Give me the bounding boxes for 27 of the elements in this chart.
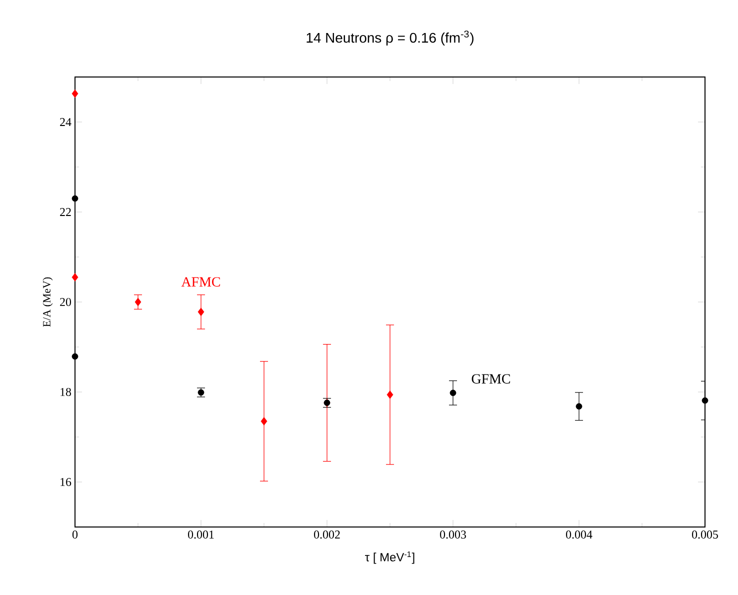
y-tick-label: 20	[60, 298, 72, 306]
point	[576, 403, 582, 410]
x-tick-label: 0.004	[566, 530, 592, 539]
x-tick-label: 0	[72, 530, 78, 539]
y-tick-label: 18	[60, 388, 72, 396]
x-tick-label: 0.005	[692, 530, 718, 539]
y-tick-label: 22	[60, 208, 71, 216]
y-tick-label: 24	[60, 118, 72, 126]
chart-title: 14 Neutrons ρ = 0.16 (fm$^{-3}$)	[306, 30, 474, 46]
point	[72, 353, 78, 360]
point	[72, 195, 78, 202]
point	[260, 417, 268, 426]
point	[72, 273, 78, 282]
series-label: AFMC	[181, 277, 220, 287]
y-axis-title: E/A (MeV)	[42, 277, 53, 327]
point	[72, 89, 78, 98]
point	[134, 298, 142, 306]
x-tick-label: 0.001	[188, 530, 214, 539]
y-tick-label: 16	[60, 478, 72, 486]
point	[450, 390, 456, 396]
point	[702, 397, 708, 404]
x-axis-title: τ [ MeV$^{-1}$]	[365, 551, 414, 564]
x-tick-label: 0.003	[440, 530, 466, 539]
point	[386, 390, 394, 399]
x-tick-label: 0.002	[314, 530, 340, 539]
series-label: GFMC	[472, 374, 510, 384]
point	[198, 308, 204, 316]
